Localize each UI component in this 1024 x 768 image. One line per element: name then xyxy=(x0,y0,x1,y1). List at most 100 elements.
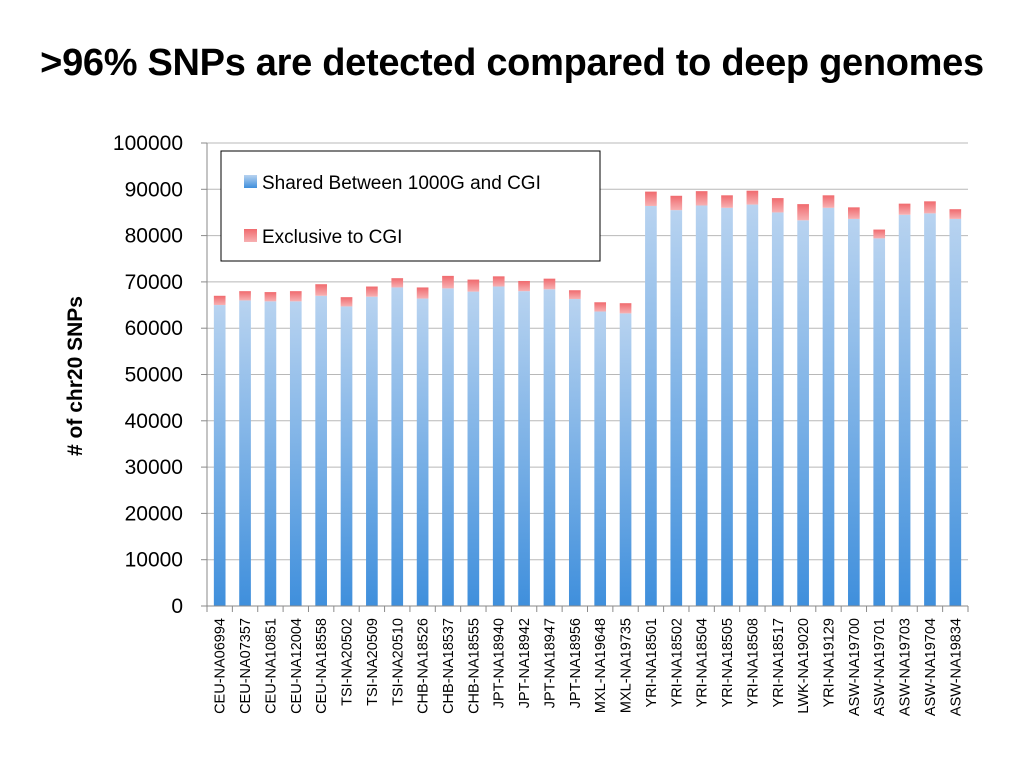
y-tick-label: 50000 xyxy=(125,364,183,387)
y-tick-label: 10000 xyxy=(125,549,183,572)
bar-shared xyxy=(391,287,404,606)
bar-shared xyxy=(264,301,277,606)
bar-shared xyxy=(771,212,784,606)
x-tick-label: ASW-NA19834 xyxy=(948,618,964,716)
bar-shared xyxy=(898,214,911,606)
bar-exclusive xyxy=(213,295,226,306)
bar-exclusive xyxy=(467,279,480,292)
x-tick-label: CEU-NA07357 xyxy=(238,618,254,714)
x-tick-label: JPT-NA18942 xyxy=(517,618,533,708)
x-tick-label: YRI-NA18517 xyxy=(771,618,787,707)
x-tick-label: JPT-NA18947 xyxy=(542,618,558,708)
bar-shared xyxy=(670,210,683,606)
x-tick-label: MXL-NA19648 xyxy=(593,618,609,713)
bar-shared xyxy=(213,305,226,606)
bar-exclusive xyxy=(442,275,454,289)
bar-exclusive xyxy=(391,278,404,288)
legend-box xyxy=(220,150,601,262)
x-tick-label: LWK-NA19020 xyxy=(796,618,812,714)
bar-shared xyxy=(746,204,759,607)
x-tick-label: CEU-NA06994 xyxy=(213,618,229,714)
x-tick-label: YRI-NA19129 xyxy=(821,618,837,707)
x-tick-labels: CEU-NA06994 CEU-NA07357 CEU-NA10851 CEU-NA1… xyxy=(213,618,965,716)
bar-exclusive xyxy=(568,290,581,300)
x-tick-label: ASW-NA19701 xyxy=(872,618,888,716)
x-tick-label: CEU-NA12004 xyxy=(289,618,305,714)
bar-shared xyxy=(543,289,556,606)
bar-shared xyxy=(924,213,936,606)
bars xyxy=(213,190,962,607)
bar-shared xyxy=(416,298,429,606)
x-tick-label: YRI-NA18508 xyxy=(745,618,761,707)
bar-exclusive xyxy=(670,195,683,211)
bar-exclusive xyxy=(797,204,809,221)
bar-shared xyxy=(239,300,251,606)
bar-exclusive xyxy=(949,209,962,219)
x-tick-label: MXL-NA19735 xyxy=(619,618,635,713)
legend-label-shared: Shared Between 1000G and CGI xyxy=(262,173,541,194)
legend: Shared Between 1000G and CGI Exclusive t… xyxy=(220,150,601,262)
bar-shared xyxy=(822,207,835,606)
bar-shared xyxy=(340,306,353,606)
bar-exclusive xyxy=(619,303,632,314)
bar-exclusive xyxy=(239,291,251,301)
bar-shared xyxy=(695,205,708,606)
bar-exclusive xyxy=(340,297,353,307)
y-tick-label: 30000 xyxy=(125,456,183,479)
bar-shared xyxy=(568,299,581,606)
slide-title: >96% SNPs are detected compared to deep … xyxy=(40,42,984,84)
x-tick-label: YRI-NA18501 xyxy=(644,618,660,707)
axes xyxy=(201,142,969,612)
x-tick-label: YRI-NA18502 xyxy=(669,618,685,707)
bar-shared xyxy=(619,313,632,606)
x-tick-label: YRI-NA18505 xyxy=(720,618,736,707)
bar-exclusive xyxy=(721,195,733,208)
bar-shared xyxy=(467,291,480,606)
bar-shared xyxy=(645,205,657,606)
y-tick-labels: 0 10000 20000 30000 40000 50000 60000 70000 8000… xyxy=(113,132,183,618)
x-tick-label: CEU-NA18558 xyxy=(314,618,330,714)
bar-exclusive xyxy=(264,292,277,302)
bar-exclusive xyxy=(848,207,860,219)
bar-exclusive xyxy=(543,278,556,290)
x-tick-label: CHB-NA18537 xyxy=(441,618,457,714)
bar-exclusive xyxy=(746,190,759,205)
x-tick-label: TSI-NA20510 xyxy=(390,618,406,706)
bar-shared xyxy=(315,295,327,606)
bar-exclusive xyxy=(416,287,429,299)
bar-shared xyxy=(873,238,886,607)
x-tick-label: TSI-NA20509 xyxy=(365,618,381,706)
bar-exclusive xyxy=(315,284,327,296)
bar-shared xyxy=(366,296,378,606)
bar-exclusive xyxy=(594,302,607,312)
y-tick-label: 0 xyxy=(171,595,183,618)
bar-exclusive xyxy=(695,191,708,206)
y-tick-label: 80000 xyxy=(125,225,183,248)
bar-exclusive xyxy=(822,195,835,208)
bar-exclusive xyxy=(366,286,378,297)
bar-exclusive xyxy=(492,276,505,287)
y-tick-label: 70000 xyxy=(125,271,183,294)
bar-shared xyxy=(949,218,962,606)
bar-exclusive xyxy=(873,229,886,239)
bar-shared xyxy=(848,218,860,606)
x-tick-label: ASW-NA19704 xyxy=(923,618,939,716)
legend-swatch-exclusive xyxy=(244,229,257,242)
bar-exclusive xyxy=(771,198,784,213)
x-tick-label: CHB-NA18555 xyxy=(466,618,482,714)
y-tick-label: 100000 xyxy=(113,132,183,155)
y-tick-label: 60000 xyxy=(125,317,183,340)
bar-exclusive xyxy=(898,203,911,215)
bar-exclusive xyxy=(289,291,302,302)
bar-exclusive xyxy=(518,280,530,292)
bar-shared xyxy=(797,220,809,607)
x-tick-label: CHB-NA18526 xyxy=(416,618,432,714)
bar-shared xyxy=(442,288,454,606)
bar-exclusive xyxy=(645,191,657,206)
y-tick-label: 40000 xyxy=(125,410,183,433)
y-axis-label: # of chr20 SNPs xyxy=(64,296,87,456)
x-tick-label: JPT-NA18940 xyxy=(492,618,508,708)
x-tick-label: TSI-NA20502 xyxy=(340,618,356,706)
bar-shared xyxy=(289,301,302,606)
